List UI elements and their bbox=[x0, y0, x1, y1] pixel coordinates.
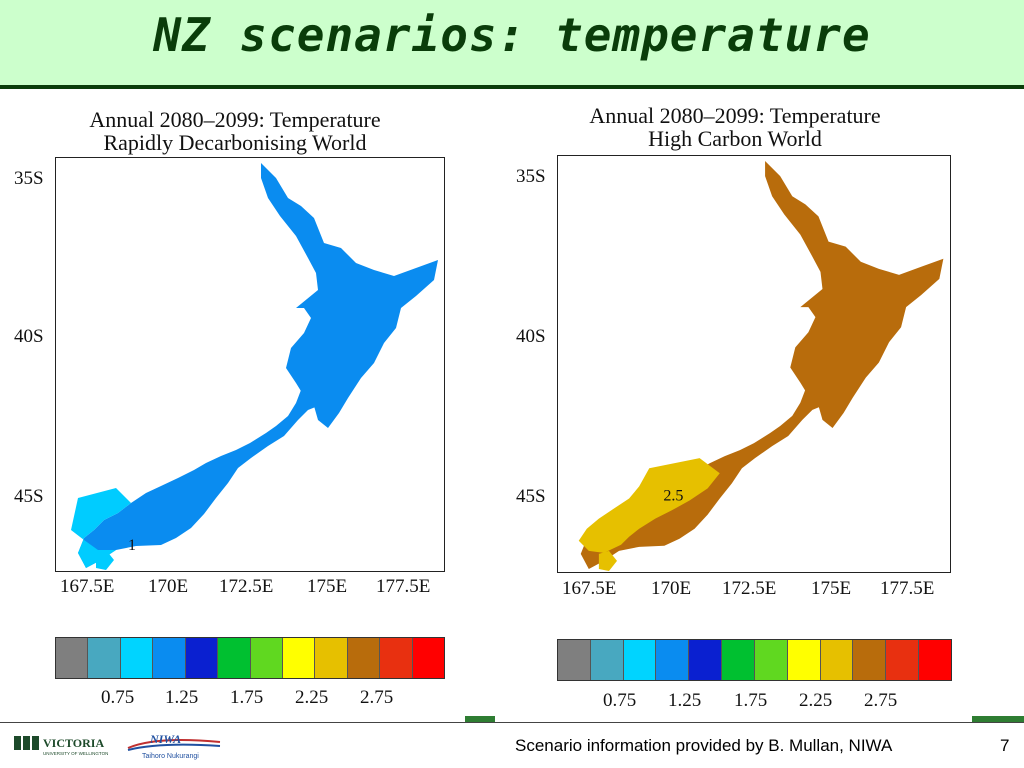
legend-swatch bbox=[282, 638, 316, 678]
legend-swatch bbox=[218, 638, 251, 678]
legend-swatch bbox=[88, 638, 121, 678]
footer-divider bbox=[0, 722, 1024, 723]
legend-swatch bbox=[919, 640, 951, 680]
lon-label-172-5e: 172.5E bbox=[722, 578, 777, 599]
legend-swatch bbox=[185, 638, 219, 678]
colorbar-left bbox=[55, 637, 445, 679]
lat-label-35s: 35S bbox=[516, 166, 546, 187]
stewart-island bbox=[96, 550, 114, 570]
legend-swatch bbox=[315, 638, 348, 678]
map-frame-right: 2.5 bbox=[557, 155, 951, 573]
map-title-line1: Annual 2080–2099: Temperature bbox=[589, 103, 881, 128]
contour-label: 2.5 bbox=[663, 487, 683, 504]
legend-swatch bbox=[623, 640, 657, 680]
legend-swatch bbox=[347, 638, 381, 678]
lat-label-40s: 40S bbox=[516, 326, 546, 347]
legend-swatch bbox=[754, 640, 788, 680]
lon-label-170e: 170E bbox=[651, 578, 692, 599]
lon-label-177-5e: 177.5E bbox=[376, 576, 431, 597]
colorbar-right bbox=[557, 639, 952, 681]
map-frame-left: 1 bbox=[55, 157, 445, 572]
footer-accent bbox=[465, 716, 495, 722]
legend-label: 2.25 bbox=[799, 690, 833, 711]
legend-swatch bbox=[787, 640, 821, 680]
south-warming-region bbox=[578, 458, 720, 553]
legend-swatch bbox=[853, 640, 887, 680]
legend-swatch bbox=[820, 640, 854, 680]
lat-label-45s: 45S bbox=[516, 486, 546, 507]
legend-label: 1.75 bbox=[230, 687, 264, 708]
legend-swatch bbox=[722, 640, 755, 680]
logo-victoria-subtext: UNIVERSITY OF WELLINGTON bbox=[43, 751, 108, 756]
south-warming-region bbox=[71, 488, 131, 568]
lat-label-35s: 35S bbox=[14, 168, 44, 189]
nz-map-left: 1 bbox=[71, 163, 438, 570]
lat-label-45s: 45S bbox=[14, 486, 44, 507]
legend-label: 2.75 bbox=[864, 690, 898, 711]
map-panel-rapidly-decarbonising: Annual 2080–2099: Temperature Rapidly De… bbox=[0, 100, 470, 610]
legend-label: 1.25 bbox=[668, 690, 702, 711]
slide-title: NZ scenarios: temperature bbox=[153, 8, 871, 62]
logo-niwa-text: NIWA bbox=[149, 732, 181, 746]
lon-label-175e: 175E bbox=[307, 576, 348, 597]
page-number: 7 bbox=[1000, 736, 1010, 755]
lon-label-172-5e: 172.5E bbox=[219, 576, 274, 597]
map-panel-high-carbon: Annual 2080–2099: Temperature High Carbo… bbox=[500, 100, 980, 610]
legend-swatch bbox=[412, 638, 445, 678]
credit-text: Scenario information provided by B. Mull… bbox=[515, 736, 893, 755]
logo-niwa-subtext: Taihoro Nukurangi bbox=[142, 753, 199, 760]
legend-swatch bbox=[56, 638, 89, 678]
legend-label: 0.75 bbox=[101, 687, 135, 708]
south-island bbox=[78, 390, 318, 568]
map-title-line2: High Carbon World bbox=[648, 126, 822, 151]
north-island bbox=[765, 161, 944, 428]
victoria-university-logo: VICTORIA UNIVERSITY OF WELLINGTON bbox=[12, 728, 120, 760]
legend-label: 2.75 bbox=[360, 687, 394, 708]
legend-swatch bbox=[120, 638, 154, 678]
legend-swatch bbox=[656, 640, 690, 680]
title-bar bbox=[0, 0, 1024, 85]
legend-label: 1.75 bbox=[734, 690, 768, 711]
legend-swatch bbox=[153, 638, 186, 678]
niwa-logo: NIWA Taihoro Nukurangi bbox=[126, 728, 222, 760]
legend-swatch bbox=[380, 638, 413, 678]
lon-label-175e: 175E bbox=[811, 578, 852, 599]
legend-swatch bbox=[689, 640, 723, 680]
north-island bbox=[261, 163, 438, 428]
stewart-island bbox=[598, 550, 618, 571]
logo-victoria-text: VICTORIA bbox=[43, 736, 104, 750]
lon-label-177-5e: 177.5E bbox=[880, 578, 935, 599]
legend-label: 2.25 bbox=[295, 687, 329, 708]
lon-label-170e: 170E bbox=[148, 576, 189, 597]
legend-swatch bbox=[250, 638, 283, 678]
contour-label: 1 bbox=[128, 537, 136, 554]
nz-map-right: 2.5 bbox=[578, 161, 944, 571]
title-divider bbox=[0, 85, 1024, 89]
lon-label-167-5e: 167.5E bbox=[562, 578, 617, 599]
legend-swatch bbox=[590, 640, 624, 680]
map-title-line1: Annual 2080–2099: Temperature bbox=[89, 107, 381, 132]
lat-label-40s: 40S bbox=[14, 326, 44, 347]
legend-label: 0.75 bbox=[603, 690, 637, 711]
legend-swatch bbox=[886, 640, 920, 680]
footer-accent bbox=[972, 716, 1024, 722]
legend-swatch bbox=[558, 640, 591, 680]
map-title-line2: Rapidly Decarbonising World bbox=[103, 130, 367, 155]
lon-label-167-5e: 167.5E bbox=[60, 576, 115, 597]
legend-label: 1.25 bbox=[165, 687, 199, 708]
